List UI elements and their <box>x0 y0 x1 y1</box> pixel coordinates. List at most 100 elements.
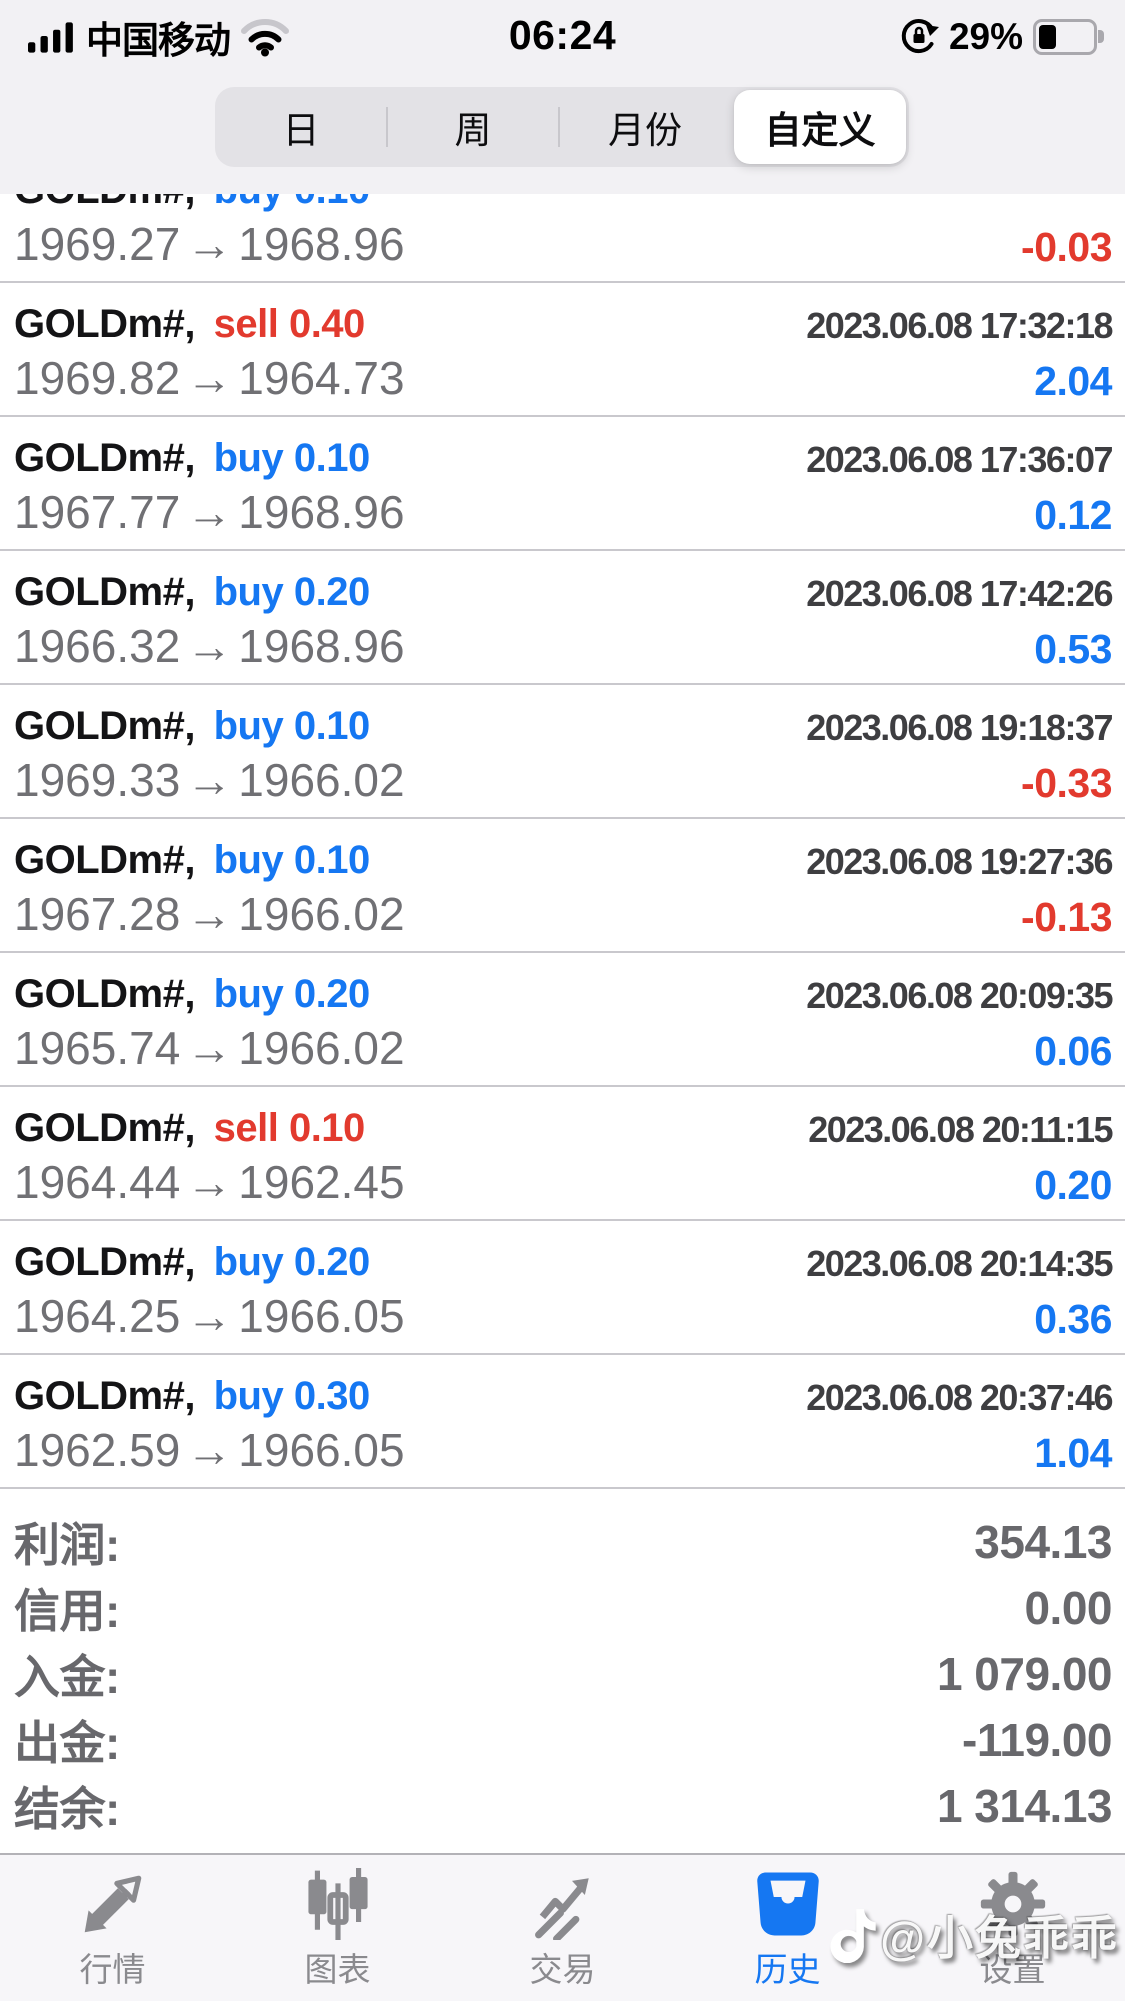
trade-profit: 0.12 <box>1034 492 1112 538</box>
trade-history-row[interactable]: GOLDm#, sell 0.40 2023.06.08 17:32:18 19… <box>0 283 1125 417</box>
open-price: 1966.32 <box>14 620 181 672</box>
trade-row-bottom: 1969.27 → 1968.96 -0.03 <box>14 213 1112 271</box>
quotes-arrows-icon <box>74 1865 152 1943</box>
tab-history-label: 历史 <box>754 1951 821 1988</box>
watermark-handle: @小兔乖乖 <box>880 1912 1119 1964</box>
summary-row-profit: 利润: 354.13 <box>14 1509 1112 1575</box>
trade-datetime: 2023.06.08 17:36:07 <box>806 439 1113 480</box>
carrier-label: 中国移动 <box>86 20 231 61</box>
trade-row-top: GOLDm#, buy 0.10 2023.06.08 19:27:36 <box>14 833 1113 883</box>
trade-title: GOLDm#, buy 0.30 <box>14 1374 370 1419</box>
arrow-glyph: → <box>186 352 233 404</box>
trade-prices: 1967.77 → 1968.96 <box>14 485 405 539</box>
arrow-glyph: → <box>186 620 233 672</box>
trade-symbol: GOLDm#, <box>14 1106 195 1150</box>
trade-row-bottom: 1964.25 → 1966.05 0.36 <box>14 1285 1112 1343</box>
close-price: 1962.45 <box>238 1156 405 1208</box>
summary-row-withdrawal: 出金: -119.00 <box>14 1707 1112 1773</box>
gear-icon <box>974 1865 1052 1943</box>
trade-prices: 1962.59 → 1966.05 <box>14 1423 405 1477</box>
history-list: GOLDm#, buy 0.10 1969.27→1968.96 -0.03 G… <box>0 149 1125 1489</box>
close-price: 1968.96 <box>238 486 405 538</box>
open-price: 1969.27 <box>14 218 181 270</box>
arrow-glyph: → <box>186 754 233 806</box>
arrow-glyph: → <box>186 486 233 538</box>
trade-title: GOLDm#, sell 0.40 <box>14 302 365 347</box>
trade-side-volume: buy 0.20 <box>213 1240 371 1284</box>
trade-history-row[interactable]: GOLDm#, buy 0.20 2023.06.08 17:42:26 196… <box>0 551 1125 685</box>
cellular-signal-icon <box>28 22 73 53</box>
trade-symbol: GOLDm#, <box>14 302 195 346</box>
clock: 06:24 <box>508 12 617 58</box>
trade-symbol: GOLDm#, <box>14 570 195 614</box>
trade-title: GOLDm#, buy 0.20 <box>14 972 370 1017</box>
trade-history-row[interactable]: GOLDm#, buy 0.10 2023.06.08 19:27:36 196… <box>0 819 1125 953</box>
summary-label: 利润: <box>14 1519 120 1571</box>
tab-day[interactable]: 日 <box>282 110 320 151</box>
trade-history-row[interactable]: GOLDm#, buy 0.20 2023.06.08 20:14:35 196… <box>0 1221 1125 1355</box>
summary-row-deposit: 入金: 1 079.00 <box>14 1641 1113 1707</box>
trade-row-top: GOLDm#, buy 0.20 2023.06.08 17:42:26 <box>14 565 1113 615</box>
trade-profit: 2.04 <box>1034 358 1112 404</box>
trade-side-volume: sell 0.10 <box>213 1106 366 1150</box>
summary-row-credit: 信用: 0.00 <box>14 1575 1112 1641</box>
battery-icon <box>1033 19 1104 55</box>
trade-history-row[interactable]: GOLDm#, buy 0.20 2023.06.08 20:09:35 196… <box>0 953 1125 1087</box>
open-price: 1969.33 <box>14 754 181 806</box>
close-price: 1968.96 <box>238 620 405 672</box>
tab-charts[interactable]: 图表 <box>225 1855 450 2001</box>
trade-datetime: 2023.06.08 20:09:35 <box>806 975 1113 1016</box>
trade-profit: 0.20 <box>1034 1162 1112 1208</box>
tab-history[interactable]: 历史 <box>675 1855 900 2001</box>
tab-custom[interactable]: 自定义 <box>734 90 906 164</box>
trade-row-bottom: 1967.28 → 1966.02 -0.13 <box>14 883 1112 941</box>
trade-row-top: GOLDm#, buy 0.10 2023.06.08 19:18:37 <box>14 699 1113 749</box>
trade-profit: -0.33 <box>1021 760 1112 806</box>
trade-datetime: 2023.06.08 17:42:26 <box>806 573 1113 614</box>
trade-symbol: GOLDm#, <box>14 1374 195 1418</box>
open-price: 1967.28 <box>14 888 181 940</box>
close-price: 1964.73 <box>238 352 405 404</box>
trade-row-top: GOLDm#, sell 0.10 2023.06.08 20:11:15 <box>14 1101 1113 1151</box>
account-summary: 利润: 354.13 信用: 0.00 入金: 1 079.00 出金: -11… <box>0 1489 1125 1855</box>
tab-quotes[interactable]: 行情 <box>0 1855 225 2001</box>
trade-side-volume: buy 0.30 <box>213 1374 371 1418</box>
trade-title: GOLDm#, buy 0.20 <box>14 1240 370 1285</box>
summary-row-balance: 结余: 1 314.13 <box>14 1773 1113 1839</box>
tab-trade[interactable]: 交易 <box>450 1855 675 2001</box>
status-bar-left: 中国移动 <box>28 10 290 64</box>
trade-profit: 0.36 <box>1034 1296 1112 1342</box>
arrow-glyph: → <box>186 1156 233 1208</box>
status-bar-right: 29% <box>899 16 1104 58</box>
period-segmented-control: 日 周 月份 自定义 <box>215 87 909 167</box>
tab-week[interactable]: 周 <box>386 87 559 167</box>
trade-side-volume: buy 0.20 <box>213 570 371 614</box>
tab-settings[interactable]: 设置 <box>900 1855 1125 2001</box>
trade-datetime: 2023.06.08 20:14:35 <box>806 1243 1113 1284</box>
arrow-glyph: → <box>186 1290 233 1342</box>
trade-profit: 1.04 <box>1034 1430 1112 1476</box>
close-price: 1968.96 <box>238 218 405 270</box>
trade-profit: -0.03 <box>1021 224 1112 270</box>
summary-label: 结余: <box>14 1783 120 1835</box>
trade-history-row[interactable]: GOLDm#, buy 0.10 2023.06.08 17:36:07 196… <box>0 417 1125 551</box>
summary-label: 出金: <box>14 1717 120 1769</box>
header: 中国移动 06:24 29% <box>0 0 1125 194</box>
orientation-lock-icon <box>901 19 939 54</box>
summary-value: 354.13 <box>974 1516 1112 1568</box>
summary-value: 0.00 <box>1024 1582 1112 1634</box>
trade-history-row[interactable]: GOLDm#, buy 0.30 2023.06.08 20:37:46 196… <box>0 1355 1125 1489</box>
trade-row-top: GOLDm#, buy 0.20 2023.06.08 20:14:35 <box>14 1235 1113 1285</box>
trade-history-row[interactable]: GOLDm#, buy 0.10 2023.06.08 19:18:37 196… <box>0 685 1125 819</box>
tab-trade-label: 交易 <box>529 1951 596 1988</box>
tab-settings-label: 设置 <box>979 1951 1046 1988</box>
history-tray-icon <box>749 1865 827 1943</box>
summary-label: 信用: <box>14 1585 120 1637</box>
trade-history-row[interactable]: GOLDm#, sell 0.10 2023.06.08 20:11:15 19… <box>0 1087 1125 1221</box>
close-price: 1966.02 <box>238 888 405 940</box>
tab-month[interactable]: 月份 <box>558 87 731 167</box>
trade-profit: -0.13 <box>1021 894 1112 940</box>
trade-title: GOLDm#, buy 0.10 <box>14 704 370 749</box>
trade-datetime: 2023.06.08 20:11:15 <box>808 1109 1113 1150</box>
